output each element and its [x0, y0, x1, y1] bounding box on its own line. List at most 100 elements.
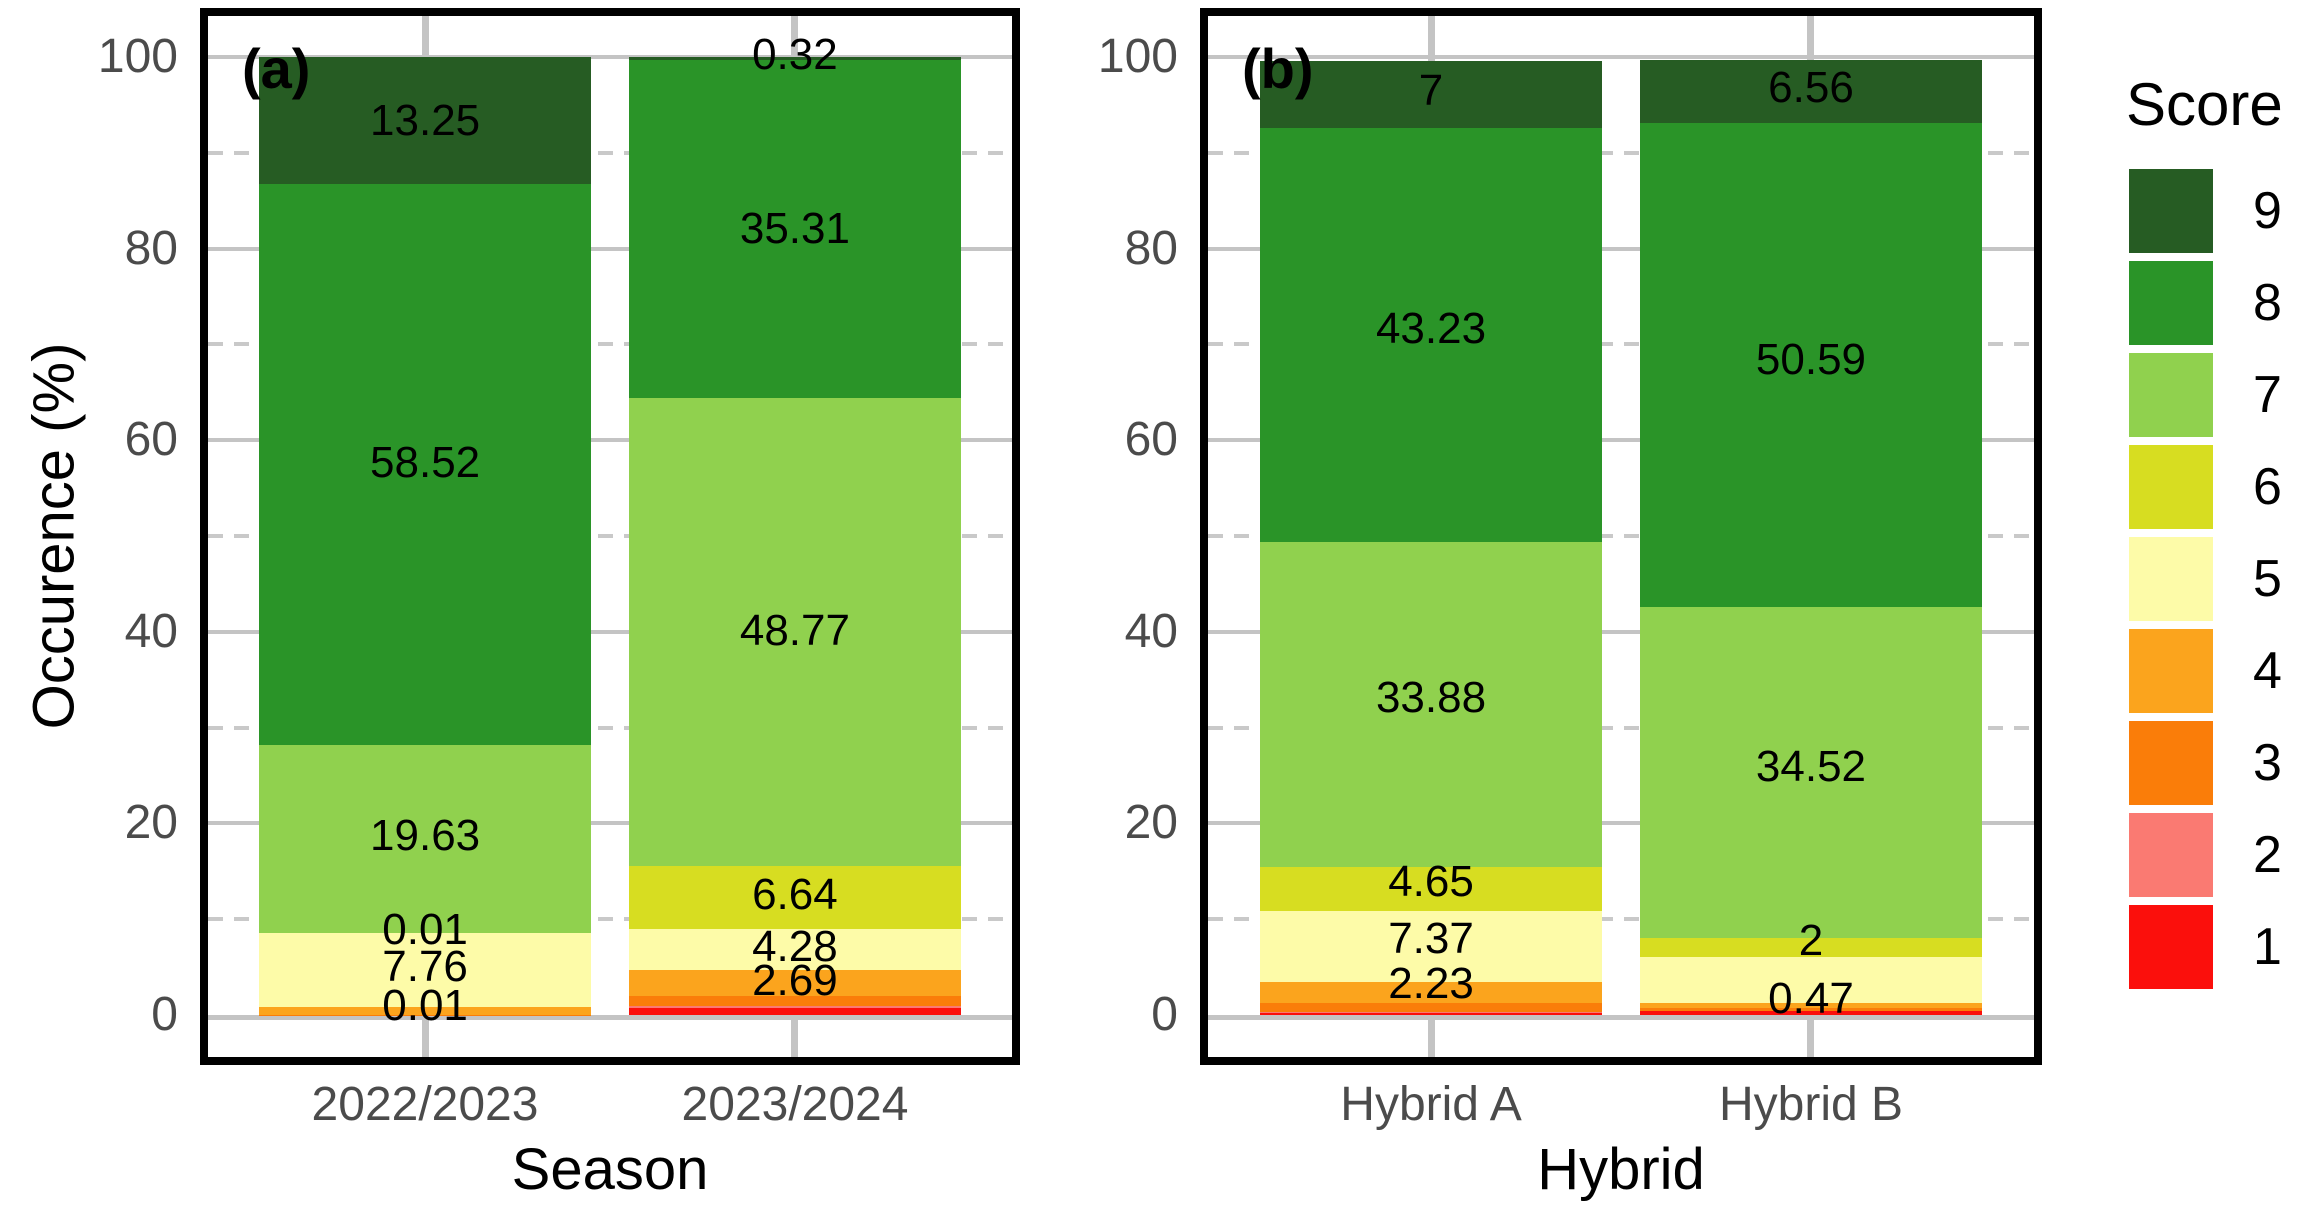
y-tick-label: 0 — [151, 988, 178, 1041]
legend-label-7: 7 — [2253, 366, 2282, 424]
bar-segment-score-5 — [1640, 957, 1982, 1004]
legend-label-6: 6 — [2253, 458, 2282, 516]
bar-value-label: 2 — [1798, 916, 1824, 966]
panel-b-plot-area: 7 43.23 33.88 4.65 7.37 2.23 6.56 50.59 34.52 2 0.… — [1208, 16, 2034, 1057]
legend-swatch-6 — [2129, 445, 2213, 529]
y-tick-label: 40 — [1124, 604, 1178, 658]
bar-value-label: 4.28 — [752, 921, 838, 971]
gridline-major — [1208, 438, 2034, 443]
bar-segment-score-4 — [1260, 981, 1602, 1004]
panel-b: 7 43.23 33.88 4.65 7.37 2.23 6.56 50.59 34.52 2 0.… — [1200, 8, 2042, 1065]
bar-value-label: 43.23 — [1375, 304, 1487, 354]
gridline-minor — [1208, 342, 2034, 347]
y-tick-label: 60 — [124, 413, 178, 467]
legend-swatch-1 — [2129, 905, 2213, 989]
y-tick-label: 20 — [124, 796, 178, 850]
gridline-minor — [1208, 725, 2034, 730]
legend-label-1: 1 — [2253, 918, 2282, 976]
y-axis-title: Occurence (%) — [21, 342, 87, 730]
bar-segment-score-7 — [259, 744, 592, 933]
legend-label-9: 9 — [2253, 182, 2282, 240]
legend-label-4: 4 — [2253, 642, 2282, 700]
bar-value-label: 13.25 — [370, 96, 481, 146]
legend-swatch-7 — [2129, 353, 2213, 437]
bar-value-label: 7.37 — [1388, 914, 1474, 964]
bar-value-label: 33.88 — [1375, 672, 1487, 722]
bar-value-label: 58.52 — [370, 438, 481, 488]
bar-value-label: 0.47 — [1768, 973, 1854, 1023]
bar-segment-score-9 — [259, 57, 592, 184]
bar-segment-score-5 — [628, 929, 961, 971]
gridline-minor — [1208, 150, 2034, 155]
legend-label-5: 5 — [2253, 550, 2282, 608]
legend-swatch-9 — [2129, 169, 2213, 253]
bar-value-label: 0.32 — [752, 30, 838, 80]
legend-swatch-5 — [2129, 537, 2213, 621]
legend-swatch-2 — [2129, 813, 2213, 897]
bar-segment-score-6 — [1260, 866, 1602, 912]
gridline-major — [1208, 1015, 2034, 1020]
bar-segment-score-1 — [1640, 1011, 1982, 1015]
bar-value-label: 19.63 — [370, 810, 481, 860]
bar-value-label: 0.01 — [382, 904, 468, 954]
bar-segment-score-3 — [628, 995, 961, 1006]
legend-swatch-3 — [2129, 721, 2213, 805]
panel-a: 13.25 58.52 19.63 0.01 7.76 0.01 0.32 35.31 48.7… — [200, 8, 1020, 1065]
gridline-major — [1208, 629, 2034, 634]
bar-value-label: 2.23 — [1388, 959, 1474, 1009]
gridline-minor — [208, 342, 1012, 347]
bar-segment-score-9 — [628, 57, 961, 61]
legend-label-8: 8 — [2253, 274, 2282, 332]
bar-value-label: 4.65 — [1388, 856, 1474, 906]
bar-segment-score-4 — [628, 970, 961, 996]
bar-value-label: 48.77 — [739, 605, 850, 655]
legend-label-2: 2 — [2253, 826, 2282, 884]
bar-segment-score-8 — [1640, 122, 1982, 608]
bar-value-label: 6.56 — [1768, 62, 1854, 112]
gridline-minor — [1208, 534, 2034, 538]
x-tick-label-hybrid-a: Hybrid A — [1340, 1078, 1522, 1131]
gridline-minor — [208, 917, 1012, 922]
bar-segment-score-4 — [259, 1007, 592, 1015]
bar-segment-score-7 — [628, 398, 961, 866]
bar-value-label: 6.64 — [752, 870, 838, 920]
gridline-major — [208, 55, 1012, 59]
gridline-major — [1208, 55, 2034, 59]
legend-swatch-4 — [2129, 629, 2213, 713]
bar-segment-score-1 — [628, 1008, 961, 1015]
bar-segment-score-5 — [1260, 911, 1602, 982]
bar-segment-score-5 — [259, 932, 592, 1008]
legend: Score 9 8 7 6 5 4 3 2 1 — [2126, 66, 2302, 1126]
bar-value-label: 7 — [1418, 65, 1444, 115]
gridline-major — [208, 1015, 1012, 1020]
y-tick-label: 60 — [1124, 413, 1178, 467]
gridline-minor — [208, 725, 1012, 730]
gridline-major — [208, 246, 1012, 251]
gridline-major — [208, 821, 1012, 826]
bar-value-label: 34.52 — [1755, 741, 1867, 791]
bar-segment-score-6 — [1640, 938, 1982, 958]
y-tick-label: 100 — [1097, 30, 1178, 83]
bar-segment-score-8 — [628, 60, 961, 399]
x-tick-label-hybrid-b: Hybrid B — [1718, 1078, 1904, 1131]
y-tick-label: 100 — [97, 30, 178, 83]
x-axis-title-hybrid: Hybrid — [1537, 1137, 1705, 1202]
bar-value-label: 2.69 — [752, 956, 838, 1006]
x-tick-label-season-1: 2022/2023 — [311, 1078, 539, 1131]
gridline-major — [1208, 246, 2034, 251]
bar-value-label: 35.31 — [739, 204, 850, 254]
bar-value-label: 0.01 — [382, 981, 468, 1031]
y-tick-label: 0 — [1151, 988, 1178, 1041]
y-tick-label: 80 — [124, 221, 178, 275]
y-tick-label: 40 — [124, 604, 178, 658]
panel-b-tag: (b) — [1242, 37, 1314, 100]
gridline-major — [208, 438, 1012, 443]
bar-segment-score-8 — [1260, 127, 1602, 543]
bar-segment-score-9 — [1640, 59, 1982, 123]
bar-segment-score-6 — [628, 865, 961, 930]
x-tick-label-season-2: 2023/2024 — [681, 1078, 909, 1131]
bar-segment-score-4 — [1640, 1003, 1982, 1008]
bar-segment-score-9 — [1260, 60, 1602, 128]
legend-title: Score — [2126, 71, 2283, 138]
